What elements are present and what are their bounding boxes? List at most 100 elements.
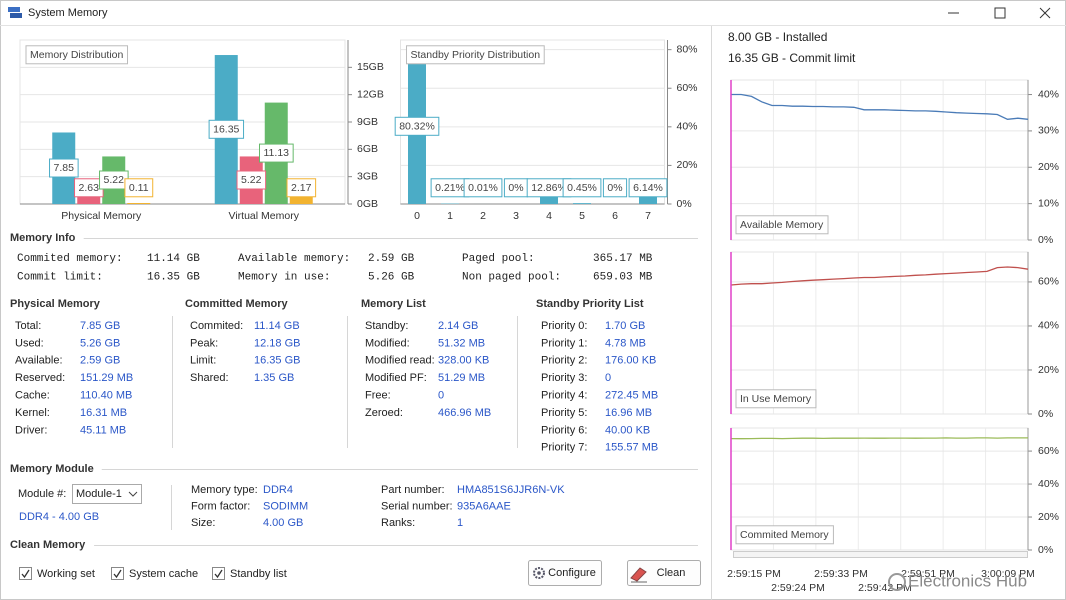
y-tick-label: 20% [1038,364,1059,376]
list-value: 2.59 GB [80,355,120,367]
checkbox[interactable] [111,567,124,580]
list-label: Modified read: [365,355,435,367]
chart-title: Standby Priority Distribution [411,49,541,61]
list-label: Priority 3: [541,372,587,384]
value-label: 12.86% [531,182,567,194]
value-label: 2.63 [79,182,100,194]
list-label: Cache: [15,390,50,402]
list-value: 0 [605,372,611,384]
list-label: Total: [15,320,41,332]
x-tick-label: 2 [480,210,486,222]
list-label: Priority 7: [541,442,587,454]
value-label: 0% [508,182,523,194]
checkbox[interactable] [19,567,32,580]
line-series [730,266,1029,286]
y-tick-label: 9GB [357,116,378,128]
y-tick-label: 0% [677,198,692,210]
close-button[interactable] [1039,7,1051,19]
chart-title-box [406,45,545,65]
installed-memory: 8.00 GB - Installed [728,30,827,44]
list-value: 5.26 GB [80,337,120,349]
module-detail-label: Serial number: [381,500,453,512]
watermark: Electronics Hub [908,571,1027,590]
value-label-box [602,178,628,198]
button[interactable] [528,560,602,586]
y-tick-label: 40% [677,121,698,133]
button[interactable] [627,560,701,586]
module-select[interactable] [72,484,142,504]
list-value: 466.96 MB [438,407,491,419]
y-tick-label: 15GB [357,61,384,73]
list-value: 2.14 GB [438,320,478,332]
module-detail-value: SODIMM [263,500,308,512]
chart-title: Commited Memory [740,529,829,541]
scrollbar[interactable] [733,551,1028,558]
time-label: 2:59:51 PM [901,568,955,580]
list-value: 51.32 MB [438,337,485,349]
info-label: Paged pool: [462,253,535,265]
list-value: 12.18 GB [254,337,300,349]
value-label-box [49,158,79,178]
chart-title-box [735,525,834,545]
list-label: Driver: [15,424,47,436]
module-detail-label: Part number: [381,484,445,496]
app-icon [8,7,22,18]
value-label-box [286,178,317,198]
value-label: 0.01% [468,182,498,194]
value-label: 6.14% [633,182,663,194]
list-value: 16.35 GB [254,355,300,367]
maximize-button[interactable] [994,7,1006,19]
module-label: Module #: [18,488,66,500]
info-label: Commit limit: [17,271,103,283]
line-series [730,437,1028,440]
checkbox-label: Standby list [230,568,287,580]
info-label: Commited memory: [17,253,123,265]
value-label: 5.22 [241,174,262,186]
y-tick-label: 60% [1038,445,1059,457]
value-label-box [628,178,668,198]
section-title: Memory Module [10,463,94,475]
y-tick-label: 0% [1038,408,1053,420]
bar [573,203,591,204]
list-label: Shared: [190,372,229,384]
y-tick-label: 20% [1038,161,1059,173]
plot-area [400,39,665,205]
list-label: Kernel: [15,407,50,419]
list-value: 11.14 GB [254,320,300,332]
list-value: 16.31 MB [80,407,127,419]
info-value: 659.03 MB [593,271,653,283]
x-tick-label: 7 [645,210,651,222]
y-tick-label: 30% [1038,125,1059,137]
list-title: Memory List [361,298,426,310]
x-tick-label: Physical Memory [61,210,142,222]
list-value: 328.00 KB [438,355,489,367]
module-detail-value: DDR4 [263,484,293,496]
y-tick-label: 80% [677,43,698,55]
select-chevron [128,491,138,497]
value-label: 0.45% [567,182,597,194]
module-detail-value: 1 [457,517,463,529]
y-tick-label: 40% [1038,320,1059,332]
list-label: Peak: [190,337,218,349]
info-value: 11.14 GB [147,253,200,265]
list-value: 151.29 MB [80,372,133,384]
eraser-icon [630,567,647,582]
checkmark [21,569,30,579]
list-label: Standby: [365,320,408,332]
list-label: Commited: [190,320,243,332]
x-tick-label: 6 [612,210,618,222]
list-label: Limit: [190,355,216,367]
value-label: 0.11 [129,182,149,194]
button-label: Clean [657,567,686,579]
bar [639,192,657,204]
y-tick-label: 0% [1038,234,1053,246]
module-detail-label: Ranks: [381,517,415,529]
list-value: 272.45 MB [605,390,658,402]
checkbox[interactable] [212,567,225,580]
value-label-box [562,178,602,198]
list-value: 51.29 MB [438,372,485,384]
value-label: 7.85 [54,162,75,174]
list-label: Reserved: [15,372,65,384]
list-label: Priority 1: [541,337,587,349]
y-tick-label: 60% [1038,276,1059,288]
